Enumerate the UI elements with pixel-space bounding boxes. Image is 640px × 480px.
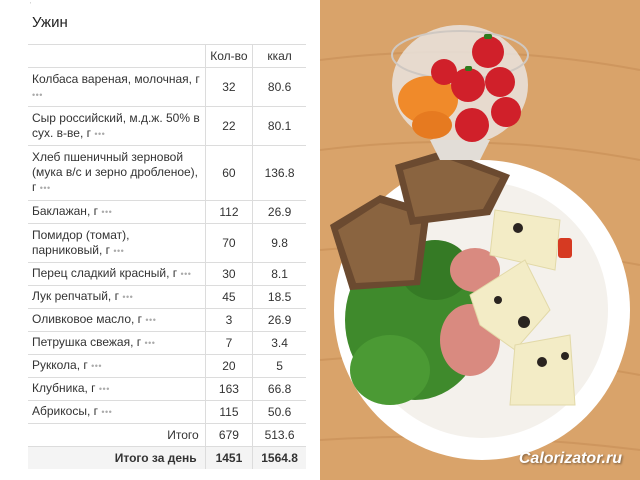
food-kcal: 136.8 (252, 145, 306, 201)
header-name (28, 44, 206, 68)
table-row: Колбаса вареная, молочная, г ••• 32 80.6 (28, 67, 306, 107)
food-name: Оливковое масло, г ••• (28, 308, 206, 332)
food-name-text: Сыр российский, м.д.ж. 50% в сух. в-ве, … (32, 110, 200, 140)
more-icon[interactable]: ••• (101, 407, 113, 417)
watermark: Calorizator.ru (518, 450, 622, 467)
food-name: Баклажан, г ••• (28, 200, 206, 224)
table-row: Клубника, г ••• 163 66.8 (28, 377, 306, 401)
table-row: Сыр российский, м.д.ж. 50% в сух. в-ве, … (28, 106, 306, 146)
food-name: Абрикосы, г ••• (28, 400, 206, 424)
more-icon[interactable]: ••• (32, 89, 43, 100)
table-row: Оливковое масло, г ••• 3 26.9 (28, 308, 306, 332)
total-label: Итого (28, 423, 206, 447)
food-name: Хлеб пшеничный зерновой (мука в/с и зерн… (28, 145, 206, 201)
food-qty: 3 (204, 308, 253, 332)
corner-mark: ' (30, 2, 32, 9)
bread-slices (330, 150, 510, 290)
nutrition-panel: ' Ужин Кол-во ккал Колбаса вареная, моло… (0, 0, 318, 480)
more-icon[interactable]: ••• (145, 315, 157, 325)
food-name-text: Клубника, г (32, 381, 96, 395)
food-name: Руккола, г ••• (28, 354, 206, 378)
nutrition-table: Кол-во ккал Колбаса вареная, молочная, г… (28, 44, 306, 469)
food-qty: 32 (204, 67, 253, 107)
food-name-text: Руккола, г (32, 358, 88, 372)
food-name-text: Лук репчатый, г (32, 289, 119, 303)
cheese-slices (469, 209, 576, 406)
meal-photo-drawing (320, 0, 640, 480)
more-icon[interactable]: ••• (101, 207, 113, 217)
food-kcal: 8.1 (252, 262, 306, 286)
food-name: Помидор (томат), парниковый, г ••• (28, 223, 206, 263)
table-row: Лук репчатый, г ••• 45 18.5 (28, 285, 306, 309)
food-name: Лук репчатый, г ••• (28, 285, 206, 309)
food-name-text: Перец сладкий красный, г (32, 266, 178, 280)
food-name-text: Абрикосы, г (32, 404, 98, 418)
food-name-text: Баклажан, г (32, 204, 98, 218)
food-name: Петрушка свежая, г ••• (28, 331, 206, 355)
food-qty: 7 (204, 331, 253, 355)
total-row: Итого 679 513.6 (28, 423, 306, 447)
day-total-kcal: 1564.8 (252, 446, 306, 469)
header-kcal: ккал (252, 44, 306, 68)
food-kcal: 50.6 (252, 400, 306, 424)
more-icon[interactable]: ••• (98, 384, 110, 394)
food-qty: 115 (204, 400, 253, 424)
food-name-text: Помидор (томат), парниковый, г (32, 227, 130, 257)
food-kcal: 3.4 (252, 331, 306, 355)
food-qty: 45 (204, 285, 253, 309)
food-qty: 60 (204, 145, 253, 201)
total-kcal: 513.6 (252, 423, 306, 447)
food-qty: 22 (204, 106, 253, 146)
meal-photo: Calorizator.ru (320, 0, 640, 480)
food-name-text: Петрушка свежая, г (32, 335, 142, 349)
food-qty: 112 (204, 200, 253, 224)
food-name: Колбаса вареная, молочная, г ••• (28, 67, 206, 107)
food-name-text: Хлеб пшеничный зерновой (мука в/с и зерн… (32, 150, 198, 194)
food-qty: 30 (204, 262, 253, 286)
food-name-text: Колбаса вареная, молочная, г (32, 71, 200, 86)
total-qty: 679 (204, 423, 253, 447)
food-kcal: 9.8 (252, 223, 306, 263)
strawberry-leaves (465, 34, 492, 71)
food-kcal: 80.1 (252, 106, 306, 146)
more-icon[interactable]: ••• (39, 183, 51, 193)
food-kcal: 18.5 (252, 285, 306, 309)
food-kcal: 26.9 (252, 200, 306, 224)
more-icon[interactable]: ••• (94, 128, 106, 139)
food-kcal: 80.6 (252, 67, 306, 107)
red-pepper (558, 238, 572, 258)
day-total-qty: 1451 (204, 446, 253, 469)
food-qty: 20 (204, 354, 253, 378)
meal-title: Ужин (32, 14, 68, 31)
apricots (398, 76, 458, 139)
food-kcal: 26.9 (252, 308, 306, 332)
food-kcal: 5 (252, 354, 306, 378)
more-icon[interactable]: ••• (180, 269, 192, 279)
food-name-text: Оливковое масло, г (32, 312, 143, 326)
table-row: Помидор (томат), парниковый, г ••• 70 9.… (28, 223, 306, 263)
food-name: Клубника, г ••• (28, 377, 206, 401)
table-row: Хлеб пшеничный зерновой (мука в/с и зерн… (28, 145, 306, 201)
food-qty: 70 (204, 223, 253, 263)
table-row: Баклажан, г ••• 112 26.9 (28, 200, 306, 224)
more-icon[interactable]: ••• (113, 245, 125, 256)
more-icon[interactable]: ••• (91, 361, 103, 371)
day-total-label: Итого за день (28, 446, 206, 469)
olives (494, 223, 569, 367)
table-row: Перец сладкий красный, г ••• 30 8.1 (28, 262, 306, 286)
food-qty: 163 (204, 377, 253, 401)
food-kcal: 66.8 (252, 377, 306, 401)
table-row: Абрикосы, г ••• 115 50.6 (28, 400, 306, 424)
more-icon[interactable]: ••• (144, 338, 156, 348)
table-header-row: Кол-во ккал (28, 44, 306, 68)
food-name: Перец сладкий красный, г ••• (28, 262, 206, 286)
more-icon[interactable]: ••• (122, 292, 134, 302)
table-row: Петрушка свежая, г ••• 7 3.4 (28, 331, 306, 355)
strawberries (431, 36, 521, 142)
day-total-row: Итого за день 1451 1564.8 (28, 446, 306, 469)
header-qty: Кол-во (204, 44, 253, 68)
table-row: Руккола, г ••• 20 5 (28, 354, 306, 378)
food-name: Сыр российский, м.д.ж. 50% в сух. в-ве, … (28, 106, 206, 146)
